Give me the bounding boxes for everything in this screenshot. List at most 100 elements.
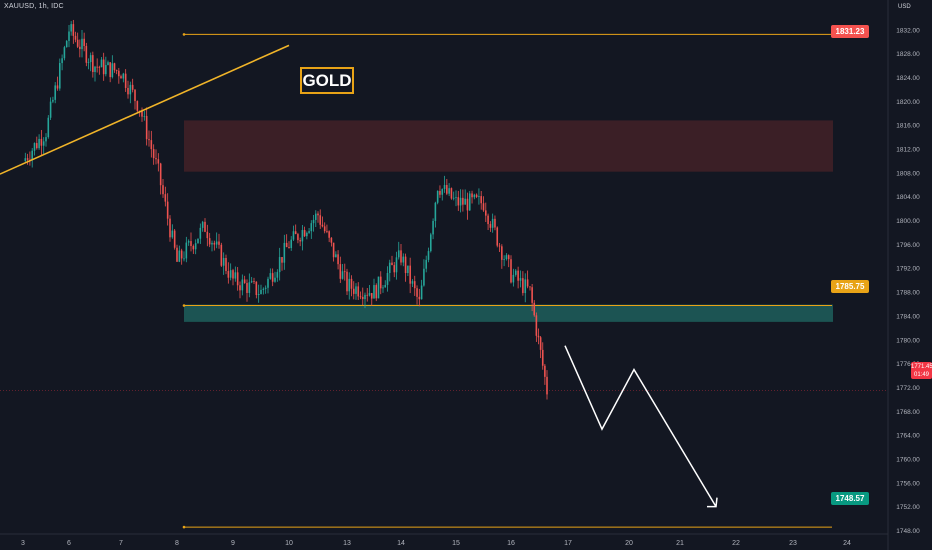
candle-body	[413, 281, 416, 289]
candle-body	[192, 245, 195, 250]
candle-body	[446, 185, 448, 194]
candle-body	[310, 223, 313, 232]
candle-body	[70, 24, 72, 32]
candle-body	[546, 376, 548, 395]
x-tick-label: 6	[67, 540, 71, 547]
y-tick-label: 1816.00	[896, 123, 920, 130]
candle-body	[157, 159, 160, 164]
candle-body	[204, 221, 206, 232]
candle-body	[350, 278, 353, 289]
candle-body	[514, 270, 517, 275]
candle-body	[404, 256, 407, 274]
candle-body	[72, 24, 75, 36]
candle-body	[494, 218, 496, 228]
candle-body	[164, 194, 167, 202]
y-tick-label: 1788.00	[896, 290, 920, 297]
candle-body	[92, 55, 94, 73]
candle-body	[388, 262, 391, 273]
candle-body	[33, 143, 36, 151]
candle-body	[134, 89, 136, 102]
candle-body	[448, 188, 450, 194]
candle-body	[105, 65, 107, 75]
candle-body	[491, 218, 494, 228]
candle-body	[368, 293, 371, 296]
candle-body	[271, 273, 274, 282]
candle-body	[423, 268, 425, 286]
candle-body	[54, 85, 56, 100]
level-badge-top: 1831.23	[831, 25, 869, 38]
candle-body	[395, 257, 398, 273]
candle-body	[274, 277, 276, 282]
candle-body	[264, 287, 267, 289]
y-tick-label: 1828.00	[896, 51, 920, 58]
candle-body	[533, 302, 536, 316]
gold-label: GOLD	[300, 67, 354, 94]
y-tick-label: 1752.00	[896, 504, 920, 511]
candle-body	[118, 70, 120, 77]
candle-body	[94, 66, 96, 73]
candle-body	[341, 271, 344, 279]
candle-body	[319, 215, 322, 225]
candle-body	[162, 185, 164, 195]
candle-body	[357, 286, 360, 297]
candle-body	[323, 226, 326, 232]
candle-body	[370, 293, 373, 299]
candle-body	[49, 101, 52, 118]
candle-body	[111, 63, 114, 78]
candle-body	[517, 270, 519, 281]
candle-body	[208, 238, 211, 245]
candle-body	[473, 194, 476, 198]
candle-body	[418, 296, 421, 300]
candle-body	[544, 365, 546, 377]
level-line-mid-anchor	[182, 304, 186, 307]
candle-body	[257, 294, 260, 295]
candle-body	[166, 201, 169, 219]
candle-body	[136, 101, 139, 111]
x-tick-label: 24	[843, 540, 851, 547]
candle-body	[434, 202, 437, 221]
candle-body	[85, 45, 88, 63]
y-axis[interactable]: 1748.00 1752.00 1756.00 1760.00 1764.00 1768.…	[887, 0, 920, 550]
y-tick-label: 1800.00	[896, 218, 920, 225]
levels-layer	[0, 33, 888, 529]
y-tick-label: 1780.00	[896, 337, 920, 344]
candle-body	[218, 241, 220, 245]
projection-arrowhead	[707, 497, 718, 508]
projection-path[interactable]	[564, 345, 717, 508]
y-tick-label: 1768.00	[896, 409, 920, 416]
candle-body	[102, 59, 105, 75]
y-tick-label: 1804.00	[896, 194, 920, 201]
candle-body	[317, 213, 319, 216]
x-tick-label: 10	[285, 540, 293, 547]
candle-body	[267, 278, 269, 288]
symbol-header[interactable]: XAUUSD, 1h, IDC	[4, 3, 64, 10]
y-tick-label: 1808.00	[896, 170, 920, 177]
candle-body	[529, 286, 531, 288]
candle-body	[382, 287, 384, 289]
candle-body	[348, 278, 351, 292]
candle-body	[425, 259, 428, 269]
candle-body	[113, 63, 116, 71]
candle-body	[79, 46, 81, 50]
candle-body	[173, 230, 176, 248]
candle-body	[452, 197, 455, 199]
candle-body	[143, 115, 146, 117]
candle-body	[250, 281, 253, 283]
candle-body	[427, 251, 430, 260]
candle-body	[285, 242, 288, 248]
currency-label: USD	[898, 4, 911, 10]
candle-body	[122, 73, 125, 79]
candle-body	[87, 62, 90, 63]
candle-body	[288, 247, 290, 249]
candle-body	[206, 231, 209, 239]
candle-body	[407, 265, 409, 274]
candle-body	[253, 281, 255, 282]
candle-body	[459, 197, 462, 206]
x-axis[interactable]: 3 6 7 8 9 10 13 14 15 16 17 20 21 22 23 24	[0, 533, 888, 547]
trendline[interactable]	[0, 44, 290, 175]
candle-body	[355, 286, 357, 294]
candle-body	[505, 255, 508, 260]
candle-body	[109, 62, 111, 78]
